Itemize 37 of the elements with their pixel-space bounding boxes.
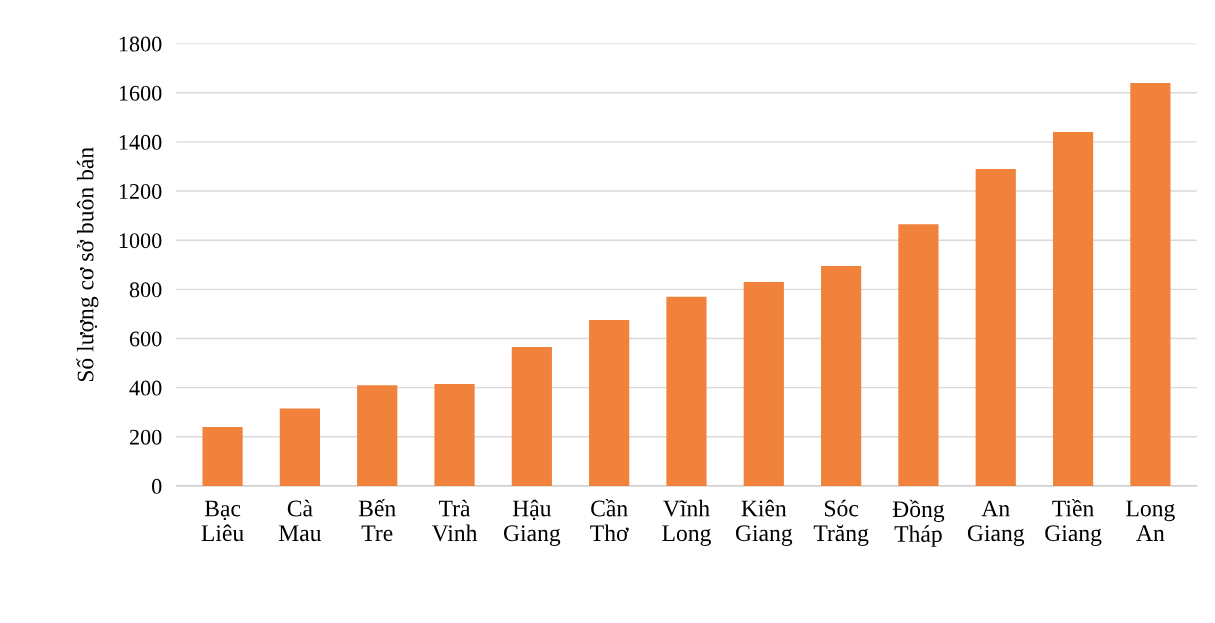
bar <box>589 320 630 486</box>
bar <box>1052 132 1094 486</box>
y-tick-label: 600 <box>129 331 162 347</box>
y-tick-label: 800 <box>129 282 162 298</box>
bar <box>666 296 707 486</box>
bar <box>202 426 243 486</box>
x-tick-label: Kiên Giang <box>735 499 793 546</box>
x-tick-label: Tiền Giang <box>1045 499 1102 546</box>
bar <box>821 266 862 486</box>
bar <box>1130 82 1171 486</box>
y-tick-label: 1400 <box>119 134 162 150</box>
bar <box>975 168 1016 486</box>
x-tick-label: Cần Thơ <box>590 499 629 542</box>
y-tick-label: 1000 <box>119 233 162 249</box>
bar <box>511 347 552 486</box>
x-tick-label: Bến Tre <box>358 499 396 542</box>
y-tick-label: 1800 <box>119 36 162 52</box>
bar <box>434 383 475 486</box>
bar <box>357 385 398 486</box>
bar <box>743 281 784 486</box>
bar <box>279 408 320 486</box>
x-tick-label: Cà Mau <box>278 499 322 542</box>
bar <box>898 224 939 486</box>
x-tick-label: Hậu Giang <box>503 499 561 546</box>
x-tick-label: Bạc Liêu <box>201 500 244 542</box>
y-tick-label: 400 <box>129 380 162 396</box>
x-tick-label: Đồng Tháp <box>892 499 945 547</box>
x-tick-label: Long An <box>1126 500 1175 541</box>
y-tick-label: 200 <box>129 429 162 445</box>
x-tick-label: Trà Vinh <box>431 499 478 542</box>
x-tick-label: Sóc Trăng <box>813 499 869 546</box>
y-tick-label: 1600 <box>119 85 162 101</box>
x-tick-label: Vĩnh Long <box>662 499 711 546</box>
y-axis-title: Số lượng cơ sở buôn bán <box>76 147 99 382</box>
x-tick-label: An Giang <box>967 500 1025 546</box>
y-tick-label: 0 <box>152 478 162 494</box>
y-tick-label: 1200 <box>119 183 162 199</box>
